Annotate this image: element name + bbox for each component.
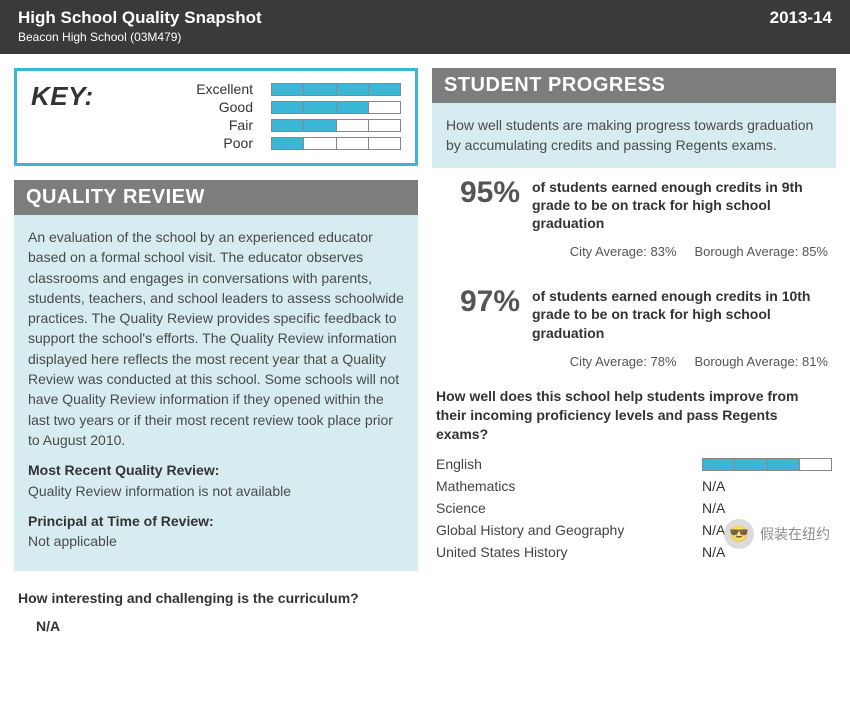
stat-description: of students earned enough credits in 10t… [532,287,830,342]
student-progress-description: How well students are making progress to… [446,117,813,153]
key-title: KEY: [31,81,94,112]
key-row: Fair [122,117,401,133]
key-label: Fair [229,117,253,133]
stat-averages: City Average: 78% Borough Average: 81% [432,354,828,369]
subjects-question: How well does this school help students … [436,387,832,444]
rating-segment [369,138,400,149]
rating-segment [337,120,369,131]
rating-segment [768,459,800,470]
key-label: Good [219,99,253,115]
stat-percentage: 95% [438,178,520,233]
rating-segment [304,120,336,131]
quality-review-panel: An evaluation of the school by an experi… [14,215,418,571]
city-average: City Average: 83% [570,244,677,259]
city-average: City Average: 78% [570,354,677,369]
page-header: High School Quality Snapshot Beacon High… [0,0,850,54]
header-left: High School Quality Snapshot Beacon High… [18,8,262,44]
principal-value: Not applicable [28,531,404,551]
principal-label: Principal at Time of Review: [28,511,404,531]
rating-segment [272,120,304,131]
rating-bar [271,119,401,132]
key-row: Good [122,99,401,115]
stat-averages: City Average: 83% Borough Average: 85% [432,244,828,259]
right-column: STUDENT PROGRESS How well students are m… [432,68,836,634]
subject-row: Science N/A [436,497,832,519]
borough-average: Borough Average: 85% [695,244,828,259]
rating-segment [800,459,831,470]
key-row: Poor [122,135,401,151]
subject-row: Mathematics N/A [436,475,832,497]
rating-segment [304,138,336,149]
subject-rows: EnglishMathematicsN/AScienceN/AGlobal Hi… [436,453,832,563]
content-area: KEY: Excellent Good Fair Poor QUALITY REVIE… [0,54,850,648]
stat-block: 95%of students earned enough credits in … [432,168,836,239]
subject-name: English [436,456,482,472]
subject-row: United States History N/A [436,541,832,563]
subject-name: Mathematics [436,478,515,494]
subject-name: Science [436,500,486,516]
rating-segment [272,84,304,95]
subject-name: Global History and Geography [436,522,624,538]
key-row: Excellent [122,81,401,97]
rating-segment [703,459,735,470]
school-name: Beacon High School (03M479) [18,30,262,44]
key-label: Excellent [196,81,253,97]
school-year: 2013-14 [770,8,832,28]
rating-segment [304,84,336,95]
borough-average: Borough Average: 81% [695,354,828,369]
quality-review-heading: QUALITY REVIEW [14,180,418,215]
subject-row: Global History and Geography N/A [436,519,832,541]
left-column: KEY: Excellent Good Fair Poor QUALITY REVIE… [14,68,418,634]
rating-segment [369,120,400,131]
stat-block: 97%of students earned enough credits in … [432,277,836,348]
rating-segment [272,138,304,149]
subject-value: N/A [702,500,832,516]
rating-segment [337,138,369,149]
rating-segment [304,102,336,113]
rating-segment [337,84,369,95]
subject-value: N/A [702,522,832,538]
rating-segment [735,459,767,470]
key-rows: Excellent Good Fair Poor [122,81,401,153]
rating-bar [271,137,401,150]
stats-container: 95%of students earned enough credits in … [432,168,836,369]
recent-review-value: Quality Review information is not availa… [28,481,404,501]
subject-name: United States History [436,544,568,560]
recent-review-label: Most Recent Quality Review: [28,460,404,480]
key-legend-box: KEY: Excellent Good Fair Poor [14,68,418,166]
student-progress-heading: STUDENT PROGRESS [432,68,836,103]
rating-bar [271,83,401,96]
subject-value: N/A [702,478,832,494]
rating-segment [369,84,400,95]
curriculum-question: How interesting and challenging is the c… [18,589,414,608]
student-progress-panel: How well students are making progress to… [432,103,836,168]
stat-percentage: 97% [438,287,520,342]
subject-value: N/A [702,544,832,560]
rating-segment [272,102,304,113]
rating-bar [271,101,401,114]
key-label: Poor [223,135,253,151]
report-title: High School Quality Snapshot [18,8,262,28]
curriculum-value: N/A [36,618,418,634]
rating-segment [369,102,400,113]
quality-review-description: An evaluation of the school by an experi… [28,227,404,450]
rating-segment [337,102,369,113]
stat-description: of students earned enough credits in 9th… [532,178,830,233]
rating-bar [702,458,832,471]
subject-row: English [436,453,832,475]
